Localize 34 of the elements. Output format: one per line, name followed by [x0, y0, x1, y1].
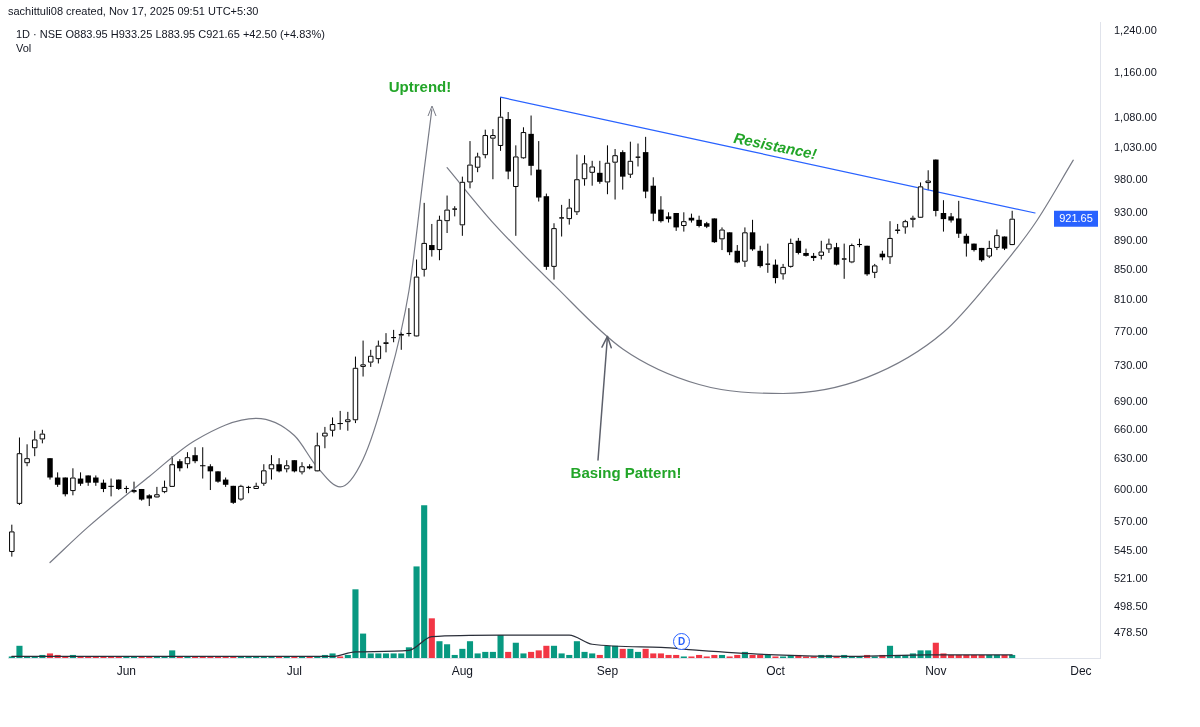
y-tick-label: 980.00: [1114, 172, 1148, 185]
y-tick-label: 1,030.00: [1114, 141, 1157, 154]
y-tick-label: 930.00: [1114, 206, 1148, 219]
y-tick-label: 1,240.00: [1114, 24, 1157, 37]
text: sachittuli08 created, Nov 17, 2025 09:51 UTC+5:30: [8, 5, 259, 17]
y-tick-label: 478.50: [1114, 626, 1148, 639]
y-tick-label: 630.00: [1114, 452, 1148, 465]
x-tick-label: Jul: [286, 663, 303, 678]
annotation: 921.65: [1059, 211, 1093, 224]
y-tick-label: 600.00: [1114, 483, 1148, 496]
annotation: D: [673, 633, 690, 650]
annotation: Basing Pattern!: [570, 464, 682, 482]
y-tick-label: 770.00: [1114, 325, 1148, 338]
x-tick-label: Aug: [451, 663, 474, 678]
y-tick-label: 545.00: [1114, 543, 1148, 556]
x-tick-label: Nov: [925, 663, 947, 678]
y-tick-label: 690.00: [1114, 394, 1148, 407]
y-tick-label: 498.50: [1114, 600, 1148, 613]
y-tick-label: 521.00: [1114, 572, 1148, 585]
annotation: Uptrend!: [388, 78, 452, 96]
annotation: Vol: [16, 42, 32, 54]
x-tick-label: Dec: [1070, 663, 1092, 678]
y-tick-label: 890.00: [1114, 233, 1148, 246]
x-tick-label: Jun: [116, 663, 137, 678]
y-tick-label: 850.00: [1114, 262, 1148, 275]
text: 1D · NSE O883.95 H933.25 L883.95 C921.65 +42.50 (+4.83%): [16, 28, 325, 40]
y-tick-label: 660.00: [1114, 422, 1148, 435]
x-tick-label: Oct: [766, 663, 786, 678]
x-tick-label: Sep: [596, 663, 619, 678]
y-tick-label: 1,160.00: [1114, 66, 1157, 79]
y-tick-label: 730.00: [1114, 359, 1148, 372]
y-tick-label: 810.00: [1114, 293, 1148, 306]
y-tick-label: 1,080.00: [1114, 111, 1157, 124]
y-tick-label: 570.00: [1114, 515, 1148, 528]
